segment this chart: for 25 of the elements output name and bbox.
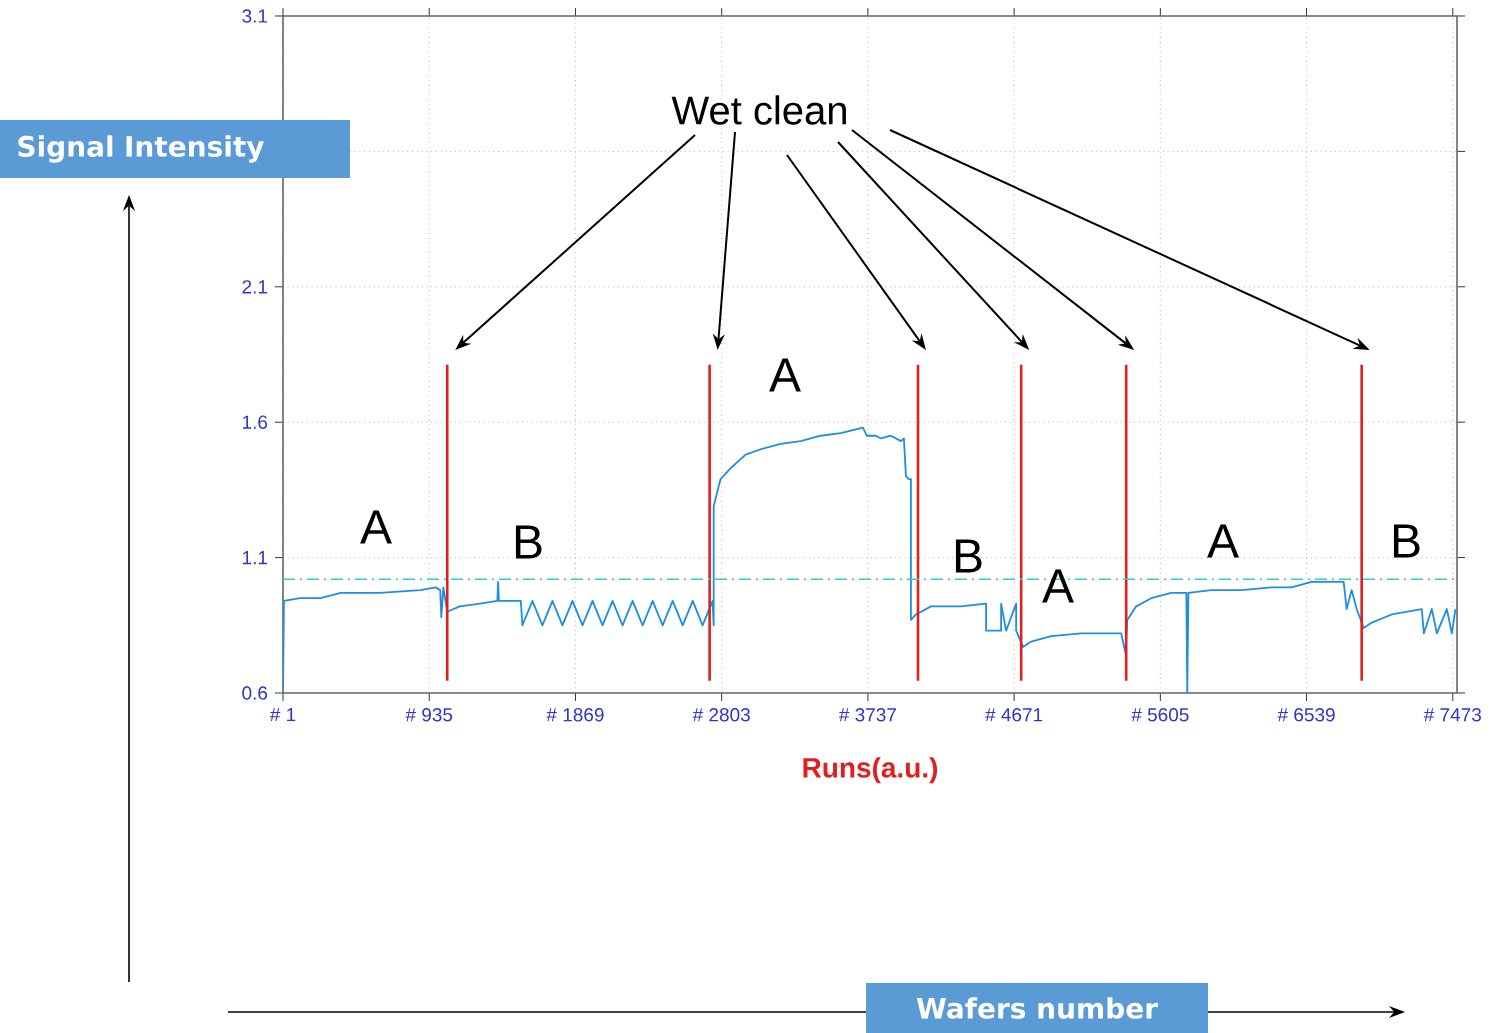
annotation: B (1393, 524, 1420, 558)
annotation: A (769, 358, 801, 392)
annotation: A (1207, 524, 1239, 558)
annotation: B (955, 539, 982, 573)
y-axis-title: Signal Intensity (18, 135, 265, 163)
x-tick-label: # 4671 (985, 708, 1043, 722)
x-tick-label: # 1869 (546, 708, 604, 722)
annotation: A (360, 510, 392, 544)
y-tick-label: 3.1 (242, 9, 268, 23)
y-tick-label: 0.6 (242, 686, 268, 700)
x-tick-label: # 6539 (1277, 708, 1335, 722)
x-tick-label: # 935 (405, 708, 453, 722)
x-tick-label: # 3737 (838, 708, 896, 722)
x-tick-label: # 5605 (1131, 708, 1189, 722)
annotation: B (515, 525, 542, 559)
text: Wafers number (916, 997, 1158, 1019)
x-axis-title: Runs(a.u.) (803, 757, 938, 784)
x-tick-label: # 2803 (692, 708, 750, 722)
annotation: Wet clean (671, 95, 846, 125)
y-tick-label: 2.1 (242, 280, 268, 294)
annotation: A (1042, 569, 1074, 603)
x-tick-label: # 7473 (1423, 708, 1481, 722)
x-tick-label: # 1 (269, 708, 296, 722)
y-tick-label: 1.6 (242, 415, 268, 429)
y-tick-label: 1.1 (242, 551, 268, 565)
